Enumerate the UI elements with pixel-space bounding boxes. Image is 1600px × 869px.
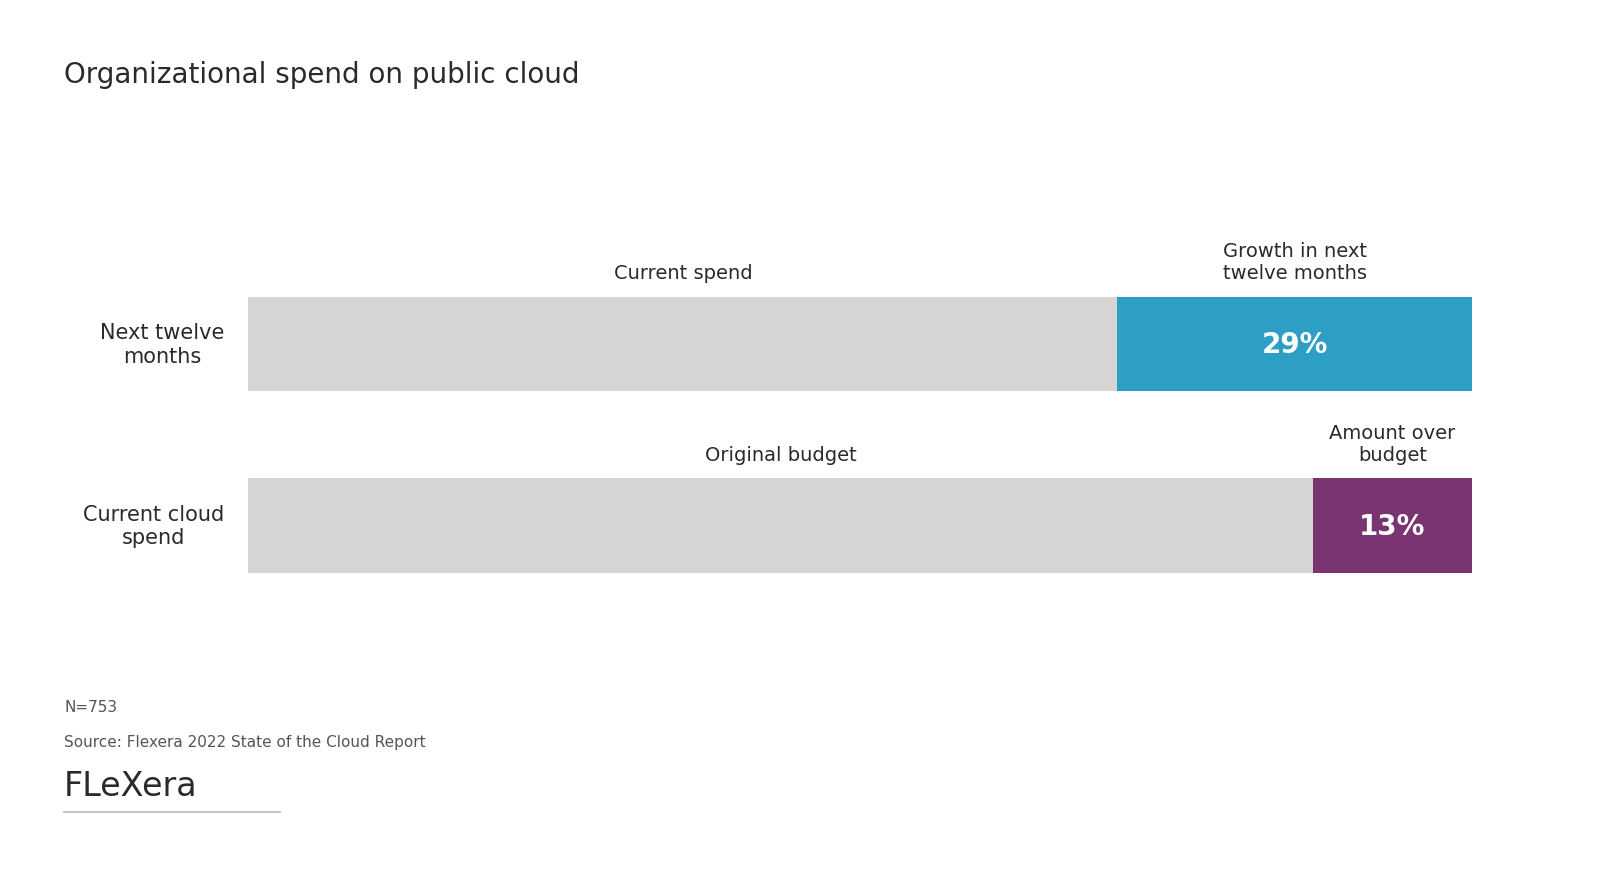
Text: Current spend: Current spend [613, 264, 752, 283]
Bar [248, 297, 1117, 392]
Text: Amount over
budget: Amount over budget [1330, 423, 1456, 464]
Text: Source: Flexera 2022 State of the Cloud Report: Source: Flexera 2022 State of the Cloud … [64, 734, 426, 749]
Bar [1314, 479, 1472, 573]
Bar [1117, 297, 1472, 392]
Text: 13%: 13% [1360, 512, 1426, 540]
Text: 29%: 29% [1261, 330, 1328, 359]
Bar [248, 479, 1314, 573]
Text: FLeXera: FLeXera [64, 769, 198, 802]
Text: Original budget: Original budget [706, 445, 856, 464]
Text: N=753: N=753 [64, 700, 117, 714]
Text: Growth in next
twelve months: Growth in next twelve months [1222, 242, 1366, 283]
Text: Current cloud
spend: Current cloud spend [83, 504, 224, 547]
Text: Organizational spend on public cloud: Organizational spend on public cloud [64, 61, 579, 89]
Text: Next twelve
months: Next twelve months [99, 323, 224, 366]
